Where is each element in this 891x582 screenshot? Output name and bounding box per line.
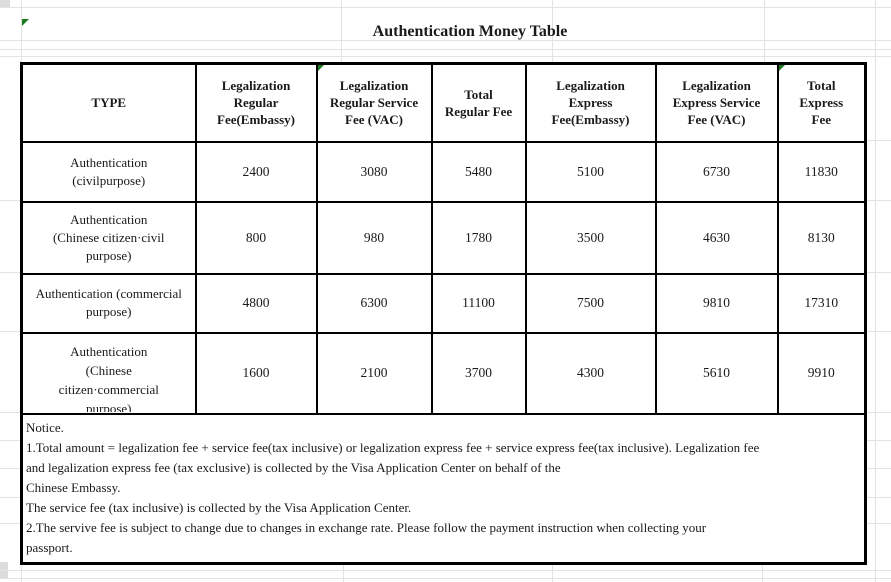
header-cell-regular-fee[interactable]: Legalization Regular Fee(Embassy) — [194, 62, 318, 143]
header-cell-regular-service-fee[interactable]: Legalization Regular Service Fee (VAC) — [315, 62, 433, 143]
header-cell-express-fee[interactable]: Legalization Express Fee(Embassy) — [524, 62, 657, 143]
fee-cell[interactable]: 11100 — [430, 272, 527, 334]
fee-cell[interactable]: 11830 — [776, 140, 867, 203]
table-row: Authentication (commercial purpose) 4800… — [20, 272, 867, 334]
fee-cell[interactable]: 800 — [194, 200, 318, 275]
fee-cell[interactable]: 7500 — [524, 272, 657, 334]
fee-cell[interactable]: 5100 — [524, 140, 657, 203]
fee-cell[interactable]: 8130 — [776, 200, 867, 275]
header-cell-total-regular[interactable]: Total Regular Fee — [430, 62, 527, 143]
notice-text: Notice. 1.Total amount = legalization fe… — [26, 419, 760, 555]
notice-cell[interactable]: Notice. 1.Total amount = legalization fe… — [20, 412, 867, 564]
table-row: Authentication (civilpurpose) 2400 3080 … — [20, 140, 867, 203]
cell-error-flag-icon — [22, 19, 29, 26]
fee-cell[interactable]: 3500 — [524, 200, 657, 275]
header-row: TYPE Legalization Regular Fee(Embassy) L… — [20, 62, 867, 143]
fee-cell[interactable]: 5610 — [654, 331, 779, 415]
header-cell-type[interactable]: TYPE — [20, 62, 197, 143]
fee-cell[interactable]: 3700 — [430, 331, 527, 415]
fee-cell[interactable]: 6300 — [315, 272, 433, 334]
table-row: Authentication (Chinese citizen·commerci… — [20, 331, 867, 415]
fee-cell[interactable]: 2100 — [315, 331, 433, 415]
page-title[interactable]: Authentication Money Table — [372, 23, 568, 40]
fee-cell[interactable]: 5480 — [430, 140, 527, 203]
type-cell[interactable]: Authentication (civilpurpose) — [20, 140, 197, 203]
type-cell[interactable]: Authentication (commercial purpose) — [20, 272, 197, 334]
fee-cell[interactable]: 6730 — [654, 140, 779, 203]
fee-cell[interactable]: 17310 — [776, 272, 867, 334]
header-cell-express-service-fee[interactable]: Legalization Express Service Fee (VAC) — [654, 62, 779, 143]
fee-cell[interactable]: 1780 — [430, 200, 527, 275]
type-cell[interactable]: Authentication (Chinese citizen·commerci… — [20, 331, 197, 415]
fee-cell[interactable]: 4800 — [194, 272, 318, 334]
fee-cell[interactable]: 4300 — [524, 331, 657, 415]
fee-cell[interactable]: 4630 — [654, 200, 779, 275]
fee-table: TYPE Legalization Regular Fee(Embassy) L… — [20, 62, 867, 565]
fee-cell[interactable]: 9810 — [654, 272, 779, 334]
fee-cell[interactable]: 1600 — [194, 331, 318, 415]
fee-cell[interactable]: 3080 — [315, 140, 433, 203]
header-cell-total-express[interactable]: Total Express Fee — [776, 62, 867, 143]
table-row: Authentication (Chinese citizen·civil pu… — [20, 200, 867, 275]
fee-cell[interactable]: 2400 — [194, 140, 318, 203]
fee-cell[interactable]: 980 — [315, 200, 433, 275]
type-cell-text: Authentication (Chinese citizen·commerci… — [58, 343, 159, 412]
notice-row: Notice. 1.Total amount = legalization fe… — [20, 412, 867, 564]
fee-cell[interactable]: 9910 — [776, 331, 867, 415]
type-cell[interactable]: Authentication (Chinese citizen·civil pu… — [20, 200, 197, 275]
